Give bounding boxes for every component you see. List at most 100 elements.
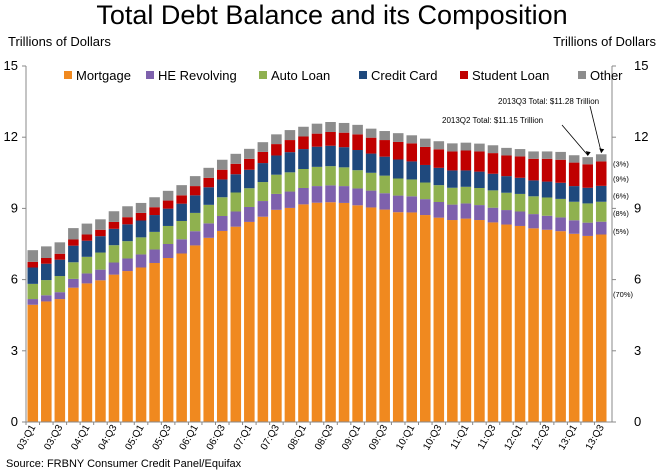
bar-he-revolving <box>41 295 52 302</box>
bar-student-loan <box>555 159 566 183</box>
bar-credit-card <box>420 164 431 183</box>
bar-student-loan <box>541 158 553 182</box>
bar-auto-loan <box>122 241 133 259</box>
x-tick-label: 04:Q3 <box>96 423 119 452</box>
y-tick-label-left: 6 <box>11 272 18 287</box>
bar-other <box>81 223 93 235</box>
share-annotation: (8%) <box>613 209 629 218</box>
bar-auto-loan <box>541 197 553 216</box>
bar-student-loan <box>95 229 106 237</box>
bar-he-revolving <box>203 223 214 238</box>
bar-he-revolving <box>541 215 553 230</box>
y-tick-label-right: 9 <box>634 200 641 215</box>
bar-mortgage <box>203 237 214 422</box>
bar-auto-loan <box>135 237 147 255</box>
bar-credit-card <box>325 145 336 167</box>
bar-credit-card <box>392 159 404 179</box>
x-tick-label: 13:Q1 <box>557 423 580 452</box>
legend-swatch <box>578 71 586 79</box>
bar-other <box>379 131 390 141</box>
y-tick-label-right: 3 <box>634 343 641 358</box>
bar-credit-card <box>135 220 147 238</box>
callout-arrow-q3 <box>589 105 602 153</box>
bar-auto-loan <box>379 175 390 194</box>
bar-other <box>203 167 214 178</box>
bar-he-revolving <box>325 185 336 203</box>
legend-label: Credit Card <box>371 68 437 83</box>
x-tick-label: 05:Q1 <box>123 423 146 452</box>
legend-label: Auto Loan <box>271 68 330 83</box>
bar-credit-card <box>162 208 174 226</box>
bar-other <box>541 151 553 159</box>
bar-other <box>433 141 445 150</box>
bar-he-revolving <box>298 187 309 205</box>
bar-mortgage <box>257 216 269 422</box>
bar-he-revolving <box>257 201 269 217</box>
bar-student-loan <box>81 234 93 241</box>
bar-other <box>420 138 431 147</box>
y-tick-label-left: 3 <box>11 343 18 358</box>
bar-mortgage <box>555 231 566 422</box>
bar-other <box>325 122 336 132</box>
x-tick-label: 12:Q3 <box>530 423 553 452</box>
bar-credit-card <box>149 215 160 232</box>
bar-student-loan <box>392 141 404 160</box>
bar-other <box>595 154 607 162</box>
bar-he-revolving <box>582 222 593 236</box>
bar-credit-card <box>27 267 39 284</box>
bar-auto-loan <box>582 203 593 223</box>
bar-credit-card <box>514 177 526 194</box>
bar-student-loan <box>528 158 539 181</box>
bar-auto-loan <box>27 283 39 300</box>
legend-swatch <box>64 71 72 79</box>
x-tick-label: 09:Q3 <box>367 423 390 452</box>
bar-other <box>460 142 472 151</box>
bar-student-loan <box>108 221 120 229</box>
legend: Mortgage HE Revolving Auto Loan Credit Card… <box>64 68 623 83</box>
y-tick-label-right: 6 <box>634 272 641 287</box>
legend-swatch <box>259 71 267 79</box>
bar-student-loan <box>325 131 336 146</box>
bar-auto-loan <box>189 212 201 232</box>
bar-he-revolving <box>122 258 133 272</box>
bar-mortgage <box>582 235 593 422</box>
left-axis-unit: Trillions of Dollars <box>8 34 111 49</box>
x-tick-label: 09:Q1 <box>340 423 363 452</box>
bar-other <box>41 246 52 259</box>
bar-auto-loan <box>365 172 377 191</box>
bar-mortgage <box>162 258 174 422</box>
bar-credit-card <box>189 195 201 213</box>
bar-credit-card <box>271 155 282 175</box>
bar-other <box>122 206 133 218</box>
bar-he-revolving <box>379 193 390 210</box>
bar-credit-card <box>311 146 323 167</box>
bar-student-loan <box>433 149 445 168</box>
bar-credit-card <box>447 170 458 188</box>
x-tick-label: 03:Q1 <box>15 423 38 452</box>
bar-mortgage <box>284 207 296 422</box>
bar-credit-card <box>541 181 553 198</box>
bar-auto-loan <box>41 280 52 296</box>
bar-student-loan <box>501 155 512 177</box>
bar-other <box>501 147 512 156</box>
bar-he-revolving <box>420 199 431 216</box>
bar-auto-loan <box>595 201 607 222</box>
bar-auto-loan <box>568 201 580 221</box>
left-axis: 0 3 6 9 12 15 <box>4 58 27 429</box>
bar-auto-loan <box>284 172 296 192</box>
share-annotation: (5%) <box>613 227 629 236</box>
bar-auto-loan <box>352 170 363 189</box>
y-tick-label-left: 12 <box>4 129 18 144</box>
bar-other <box>244 148 255 159</box>
bar-auto-loan <box>474 187 485 206</box>
bar-auto-loan <box>528 196 539 215</box>
bar-mortgage <box>149 262 160 422</box>
y-tick-label-left: 9 <box>11 200 18 215</box>
bar-student-loan <box>487 153 499 174</box>
bar-auto-loan <box>68 262 79 279</box>
bar-other <box>176 185 187 196</box>
y-tick-label-right: 15 <box>634 58 648 73</box>
bar-mortgage <box>528 228 539 422</box>
bar-student-loan <box>216 169 228 180</box>
